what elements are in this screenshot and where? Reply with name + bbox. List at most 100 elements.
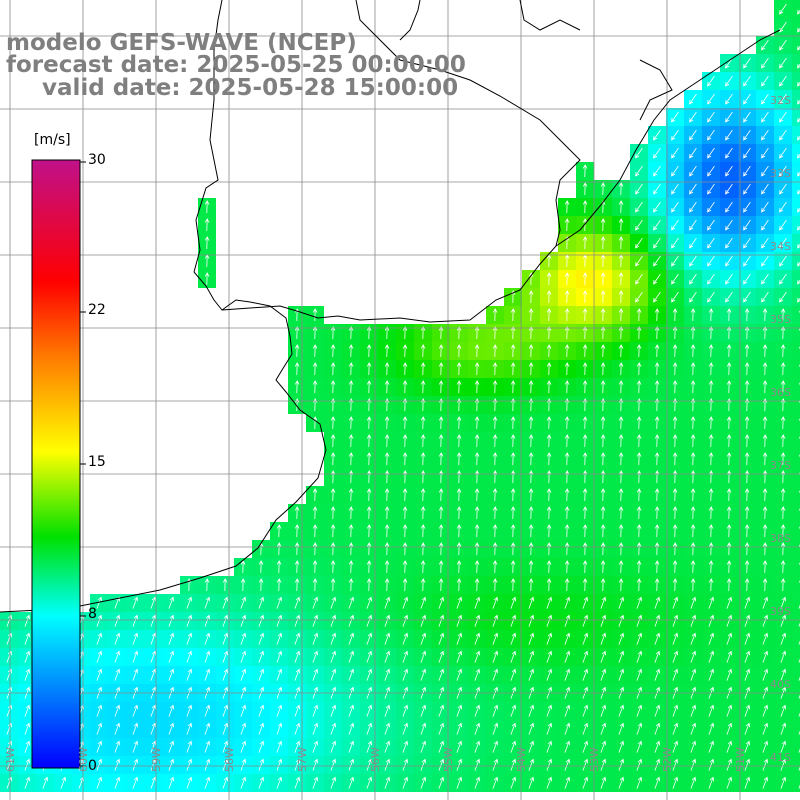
wind-arrow: [330, 488, 336, 502]
wind-arrow: [348, 416, 354, 430]
wind-arrow: [168, 632, 175, 645]
wind-arrow: [780, 722, 787, 735]
field-cell: [792, 288, 800, 306]
wind-arrow: [564, 416, 570, 430]
wind-arrow: [726, 506, 732, 520]
wind-arrow: [528, 758, 535, 771]
wind-arrow: [150, 776, 157, 789]
wind-arrow: [492, 578, 498, 592]
wind-arrow: [402, 506, 408, 520]
wind-arrow: [761, 255, 769, 267]
wind-arrow: [132, 668, 139, 681]
wind-arrow: [384, 488, 390, 502]
wind-arrow: [366, 470, 372, 484]
wind-arrow: [672, 326, 678, 340]
wind-arrow: [618, 596, 625, 609]
wind-arrow: [780, 632, 787, 645]
wind-arrow: [582, 200, 588, 214]
wind-arrow: [528, 524, 534, 538]
wind-arrow: [762, 632, 769, 645]
wind-arrow: [96, 740, 103, 753]
wind-arrow: [618, 326, 624, 340]
wind-arrow: [761, 39, 769, 51]
wind-arrow: [474, 776, 481, 789]
wind-arrow: [636, 722, 643, 735]
wind-arrow: [330, 614, 337, 627]
wind-arrow: [671, 273, 679, 285]
wind-arrow: [294, 524, 300, 538]
wind-arrow: [240, 740, 247, 753]
wind-arrow: [546, 506, 552, 520]
wind-arrow: [546, 596, 553, 609]
wind-arrow: [707, 273, 715, 285]
wind-arrow: [348, 326, 354, 340]
wind-arrow: [708, 614, 715, 627]
wind-arrow: [780, 416, 786, 430]
wind-arrow: [780, 488, 786, 502]
wind-arrow: [564, 344, 570, 358]
wind-arrow: [492, 758, 499, 771]
wind-arrow: [744, 470, 750, 484]
wind-arrow: [654, 740, 661, 753]
wind-arrow: [564, 290, 570, 304]
wind-arrow: [779, 93, 787, 105]
colorbar-tick-30: 30: [88, 152, 106, 168]
wind-arrow: [402, 434, 408, 448]
wind-arrow: [654, 416, 660, 430]
wind-arrow: [384, 434, 390, 448]
wind-arrow: [636, 776, 643, 789]
wind-arrow: [672, 758, 679, 771]
wind-arrow: [546, 542, 552, 556]
wind-arrow: [618, 722, 625, 735]
wind-arrow: [636, 416, 642, 430]
wind-arrow: [564, 452, 570, 466]
field-cell: [792, 306, 800, 324]
wind-arrow: [600, 578, 606, 592]
field-cell: [792, 576, 800, 594]
wind-arrow: [600, 362, 606, 376]
wind-arrow: [276, 614, 283, 627]
wind-arrow: [312, 740, 319, 753]
wind-arrow: [708, 542, 714, 556]
wind-arrow: [564, 200, 570, 214]
wind-arrow: [762, 470, 768, 484]
wind-arrow: [779, 183, 787, 195]
wind-arrow: [528, 380, 534, 394]
wind-arrow: [780, 326, 786, 340]
wind-arrow: [744, 542, 750, 556]
wind-arrow: [420, 560, 426, 574]
wind-arrow: [258, 776, 265, 789]
wind-arrow: [438, 470, 444, 484]
wind-arrow: [528, 488, 534, 502]
wind-arrow: [528, 470, 534, 484]
wind-arrow: [474, 506, 480, 520]
wind-arrow: [636, 650, 643, 663]
wind-arrow: [690, 524, 696, 538]
wind-arrow: [438, 578, 444, 592]
wind-arrow: [762, 542, 768, 556]
wind-arrow: [671, 147, 679, 159]
wind-arrow: [708, 380, 714, 394]
wind-arrow: [653, 291, 661, 303]
wind-arrow: [636, 740, 643, 753]
wind-arrow: [402, 488, 408, 502]
wind-arrow: [312, 380, 318, 394]
longitude-label: 52W: [661, 747, 674, 772]
wind-arrow: [546, 614, 553, 627]
wind-arrow: [672, 524, 678, 538]
field-cell: [792, 234, 800, 252]
wind-arrow: [780, 308, 786, 322]
wind-arrow: [276, 722, 283, 735]
wind-arrow: [635, 165, 643, 177]
wind-arrow: [222, 632, 229, 645]
wind-arrow: [510, 524, 516, 538]
wind-arrow: [744, 380, 750, 394]
wind-arrow: [258, 560, 264, 574]
wind-arrow: [528, 596, 535, 609]
wind-arrow: [474, 758, 481, 771]
wind-arrow: [725, 219, 733, 231]
wind-arrow: [456, 344, 462, 358]
wind-arrow: [707, 183, 715, 195]
wind-arrow: [726, 452, 732, 466]
